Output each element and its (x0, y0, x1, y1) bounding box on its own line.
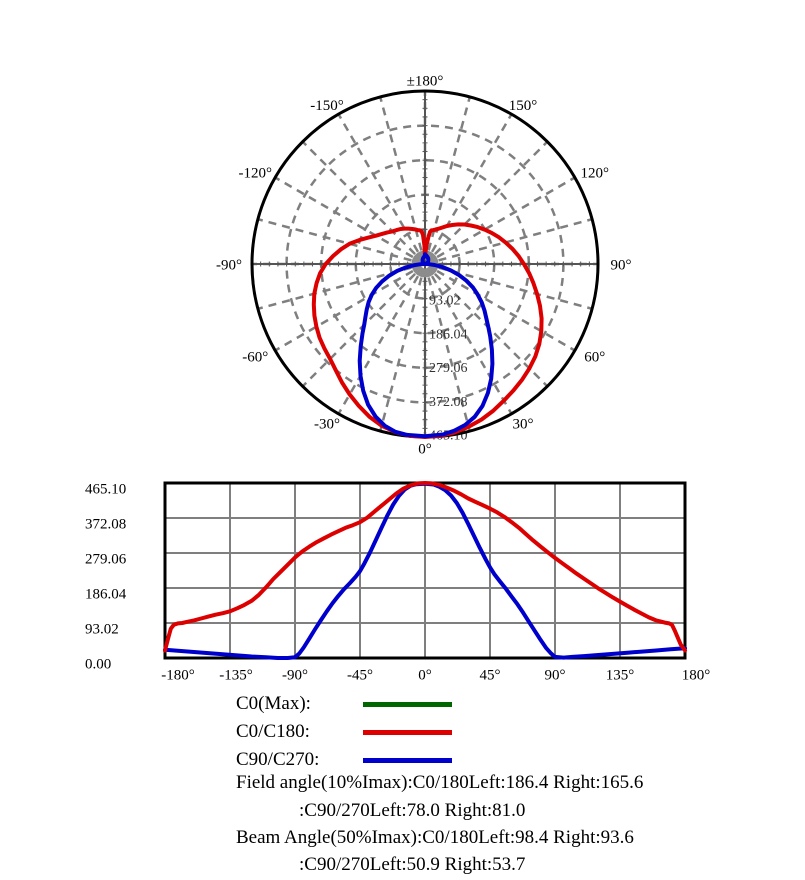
polar-spoke-15 (427, 277, 471, 432)
polar-spoke-330 (337, 275, 420, 415)
cartesian-x-tick-label: 0° (418, 667, 432, 683)
cartesian-x-tick-label: 180° (682, 667, 711, 683)
cartesian-x-tick-label: -90° (282, 667, 308, 683)
legend-line-c0c180-swatch (363, 730, 452, 735)
cartesian-x-tick-label: -45° (347, 667, 373, 683)
polar-spoke-315 (301, 273, 416, 388)
polar-spoke-195 (379, 96, 423, 251)
legend-row-c0c180: C0/C180: (236, 718, 452, 746)
polar-spoke-75 (438, 266, 593, 310)
polar-curve-C90/C270 (357, 252, 495, 439)
polar-spoke-285 (257, 266, 412, 310)
polar-spoke-120 (436, 176, 576, 259)
legend-row-c0max: C0(Max): (236, 690, 452, 718)
polar-spoke-240 (274, 176, 414, 259)
cartesian-y-tick-label: 465.10 (85, 481, 126, 497)
polar-angle-label--150: -150° (310, 98, 344, 114)
polar-spoke-225 (301, 140, 416, 255)
cartesian-y-tick-label: 0.00 (85, 656, 111, 672)
intensity-distribution-charts: 93.02 186.04 279.06 372.08 465.10 0° 30° 60° 90°… (85, 73, 711, 683)
polar-radial-tick-label: 186.04 (429, 327, 468, 342)
polar-angle-label-90: 90° (611, 257, 632, 273)
polar-radial-tick-label: 93.02 (429, 294, 461, 309)
beam-angle-c90-line: :C90/270Left:50.9 Right:53.7 (299, 854, 526, 875)
polar-spoke-255 (257, 218, 412, 262)
chart-legend: C0(Max): C0/C180: C90/C270: (236, 690, 452, 774)
cartesian-y-tick-label: 372.08 (85, 516, 126, 532)
beam-angle-c0-line: Beam Angle(50%Imax):C0/180Left:98.4 Righ… (236, 827, 634, 848)
polar-radial-tick-label: 279.06 (429, 361, 468, 376)
polar-angle-label-180: ±180° (407, 73, 444, 89)
polar-angle-label-60: 60° (584, 349, 605, 365)
field-angle-c0-line: Field angle(10%Imax):C0/180Left:186.4 Ri… (236, 772, 644, 793)
cartesian-x-tick-label: 135° (606, 667, 635, 683)
legend-label-c0c180: C0/C180: (236, 721, 310, 742)
polar-spoke-165 (427, 96, 471, 251)
cartesian-y-tick-label: 93.02 (85, 621, 119, 637)
cartesian-x-tick-label: 45° (480, 667, 501, 683)
polar-spoke-210 (337, 113, 420, 253)
legend-label-c90c270: C90/C270: (236, 749, 320, 770)
polar-spoke-105 (438, 218, 593, 262)
cartesian-x-tick-label: -180° (161, 667, 195, 683)
polar-spoke-300 (274, 269, 414, 352)
polar-angle-label--60: -60° (242, 349, 268, 365)
legend-line-c90c270-swatch (363, 758, 452, 763)
legend-line-c0max-swatch (363, 702, 452, 707)
cartesian-curve-C0/C180 (163, 481, 687, 653)
polar-angle-label--90: -90° (216, 257, 242, 273)
polar-spoke-345 (379, 277, 423, 432)
field-angle-c90-line: :C90/270Left:78.0 Right:81.0 (299, 800, 526, 821)
polar-angle-label-30: 30° (513, 417, 534, 433)
legend-label-c0max: C0(Max): (236, 693, 311, 714)
polar-angle-label--30: -30° (314, 417, 340, 433)
cartesian-x-tick-label: 90° (545, 667, 566, 683)
polar-angle-label--120: -120° (239, 165, 273, 181)
polar-spoke-150 (430, 113, 513, 253)
polar-spoke-135 (434, 140, 549, 255)
cartesian-y-tick-label: 186.04 (85, 586, 127, 602)
polar-spoke-30 (430, 275, 513, 415)
legend-row-c90c270: C90/C270: (236, 746, 452, 774)
polar-radial-tick-label: 372.08 (429, 395, 468, 410)
polar-angle-label-120: 120° (580, 165, 609, 181)
polar-angle-label-150: 150° (509, 98, 538, 114)
polar-spoke-60 (436, 269, 576, 352)
polar-angle-label-0: 0° (418, 441, 432, 457)
cartesian-y-tick-label: 279.06 (85, 551, 127, 567)
cartesian-x-tick-label: -135° (219, 667, 253, 683)
